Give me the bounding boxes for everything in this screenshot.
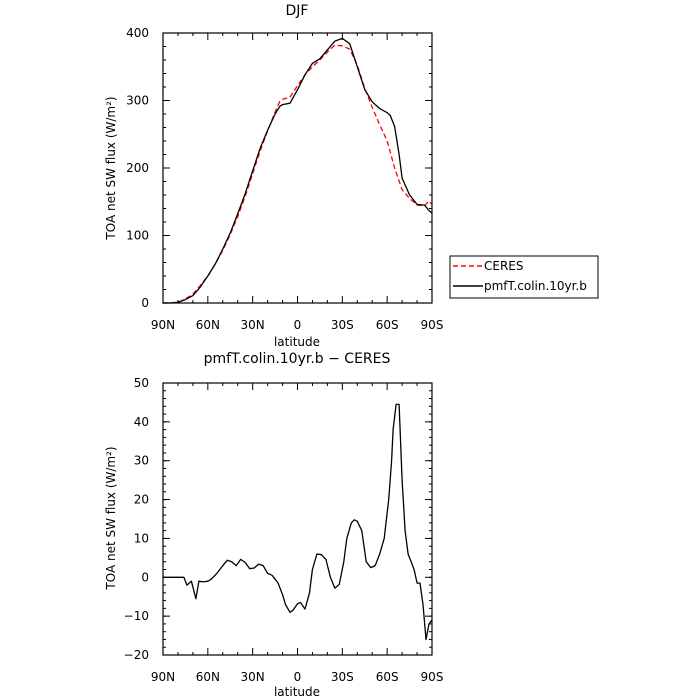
bottom-y-tick-label: 30 [134,454,149,468]
bottom-x-tick-label: 0 [294,670,302,684]
bottom-chart-panel: pmfT.colin.10yr.b − CERES latitude TOA n… [104,351,443,699]
top-y-tick-label: 400 [126,26,149,40]
bottom-y-tick-label: 10 [134,531,149,545]
legend-label-ceres: CERES [484,259,524,273]
bottom-plot-frame [162,382,433,656]
bottom-y-tick-label: −10 [124,609,149,623]
top-x-tick-label: 30S [331,318,354,332]
bottom-y-tick-label: 50 [134,376,149,390]
top-x-tick-label: 90N [151,318,175,332]
top-x-tick-label: 90S [421,318,444,332]
top-y-tick-label: 100 [126,229,149,243]
legend-label-model: pmfT.colin.10yr.b [484,279,587,293]
bottom-x-tick-label: 30N [241,670,265,684]
top-chart-x-axis-label: latitude [274,335,320,349]
top-x-tick-label: 0 [294,318,302,332]
bottom-x-tick-label: 90S [421,670,444,684]
top-chart-legend: CERES pmfT.colin.10yr.b [449,255,599,299]
top-chart-title: DJF [286,3,309,19]
bottom-y-tick-label: −20 [124,648,149,662]
bottom-y-tick-label: 0 [141,570,149,584]
top-x-tick-label: 60S [376,318,399,332]
top-y-tick-label: 200 [126,161,149,175]
top-chart-panel: DJF latitude TOA net SW flux (W/m²) CERE… [104,3,599,349]
bottom-chart-y-axis-label: TOA net SW flux (W/m²) [104,446,118,590]
bottom-chart-x-axis-label: latitude [274,685,320,699]
top-y-tick-label: 0 [141,296,149,310]
top-y-tick-label: 300 [126,94,149,108]
bottom-series-line-difference [163,403,433,641]
top-series-line-ceres [163,44,433,304]
bottom-chart-title: pmfT.colin.10yr.b − CERES [204,351,391,367]
legend-box [449,255,599,299]
top-series-line-pmft-colin-10yr-b [163,37,433,304]
top-x-tick-label: 30N [241,318,265,332]
bottom-y-tick-label: 20 [134,493,149,507]
top-x-tick-label: 60N [196,318,220,332]
bottom-x-tick-label: 90N [151,670,175,684]
bottom-x-tick-label: 30S [331,670,354,684]
bottom-y-tick-label: 40 [134,415,149,429]
top-chart-y-axis-label: TOA net SW flux (W/m²) [104,96,118,240]
top-plot-frame [162,32,433,304]
bottom-x-tick-label: 60N [196,670,220,684]
bottom-x-tick-label: 60S [376,670,399,684]
